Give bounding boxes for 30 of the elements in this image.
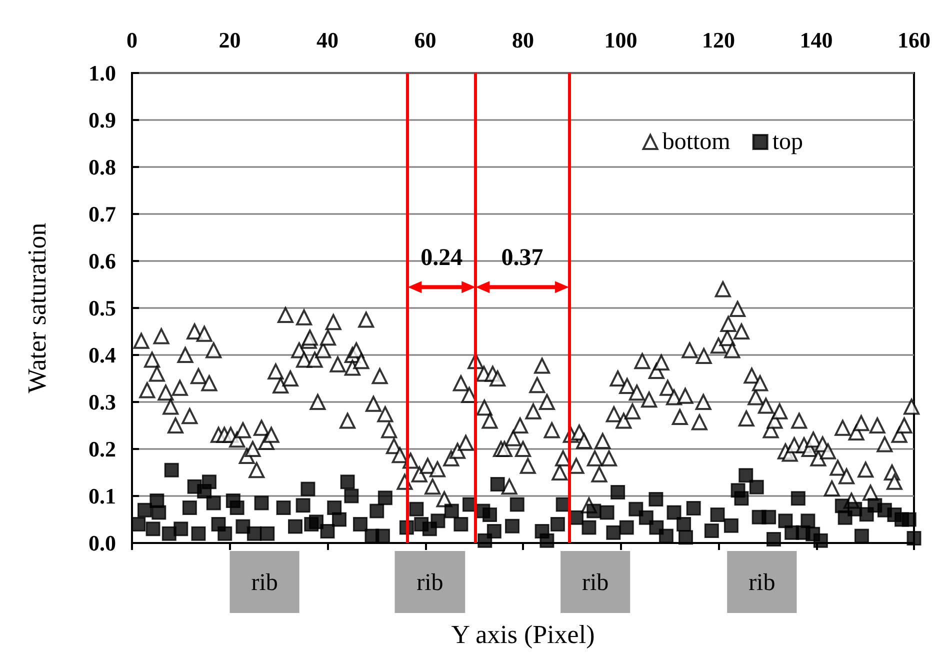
x-tick-label: 100	[604, 28, 638, 52]
x-tick-label: 160	[898, 28, 930, 52]
y-tick-label: 0.6	[88, 248, 116, 274]
legend-label: bottom	[662, 129, 731, 155]
y-tick-label: 0.1	[88, 484, 116, 508]
x-tick-label: 140	[800, 28, 833, 52]
y-tick-label: 0.0	[88, 530, 116, 556]
text: rib	[416, 570, 444, 596]
y-tick-label: 0.8	[88, 154, 116, 180]
text: rib	[748, 570, 776, 596]
x-tick-label: 60	[414, 28, 436, 52]
annotation: 0.37	[501, 245, 544, 272]
x-tick-label: 80	[512, 28, 534, 52]
y-tick-label: 0.9	[88, 108, 116, 132]
x-tick-label: 40	[316, 28, 338, 52]
annotation: 0.24	[420, 245, 463, 272]
text: rib	[582, 570, 609, 596]
y-tick-label: 0.2	[88, 436, 116, 462]
y-axis-title: Water saturation	[22, 222, 52, 394]
y-tick-label: 0.7	[88, 202, 116, 226]
y-tick-label: 0.4	[88, 342, 116, 368]
y-tick-label: 1.0	[88, 60, 116, 86]
x-tick-label: 0	[126, 28, 138, 52]
y-tick-label: 0.3	[88, 390, 116, 414]
x-tick-label: 120	[702, 28, 735, 52]
y-tick-label: 0.5	[88, 296, 116, 320]
x-tick-label: 20	[218, 28, 241, 52]
x-axis-title: Y axis (Pixel)	[451, 620, 595, 649]
text: rib	[251, 570, 278, 596]
legend-label: top	[772, 129, 804, 155]
